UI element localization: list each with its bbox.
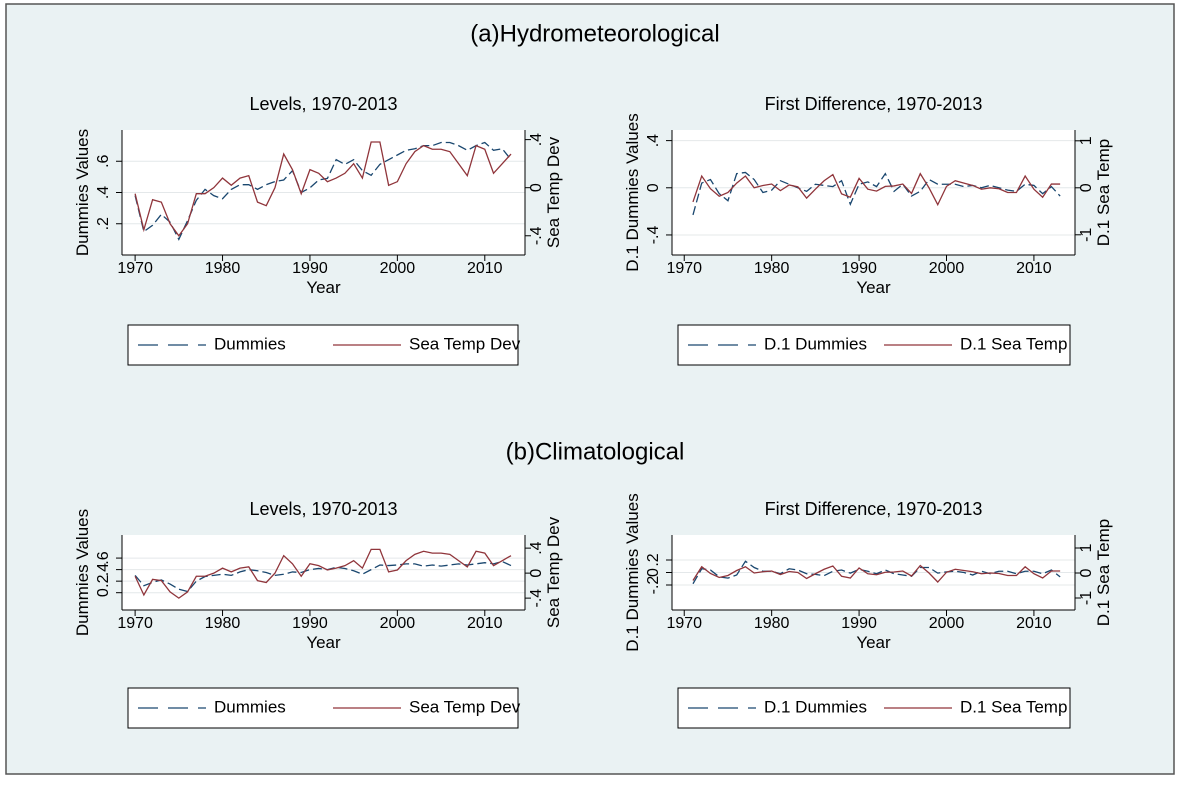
x-tick-label: 2000 bbox=[380, 615, 416, 632]
legend-label: D.1 Dummies bbox=[764, 334, 867, 353]
y2-tick-label: 0 bbox=[1078, 183, 1095, 192]
y-tick-label: .4 bbox=[645, 134, 662, 147]
y-tick-label: .2 bbox=[95, 574, 112, 587]
legend-box bbox=[677, 324, 1071, 366]
plot-title: First Difference, 1970-2013 bbox=[765, 499, 983, 519]
x-tick-label: 2000 bbox=[380, 260, 416, 277]
y2-tick-label: -1 bbox=[1078, 591, 1095, 605]
y2-axis-label: Sea Temp Dev bbox=[544, 136, 563, 248]
figure-background bbox=[5, 3, 1175, 775]
x-tick-label: 1990 bbox=[292, 260, 328, 277]
section-title: (b)Climatological bbox=[506, 438, 685, 465]
legend-label: D.1 Sea Temp bbox=[960, 334, 1067, 353]
y-tick-label: 0 bbox=[645, 568, 662, 577]
series-line bbox=[134, 141, 512, 241]
x-tick-label: 1980 bbox=[754, 260, 790, 277]
y-tick-label: .6 bbox=[95, 551, 112, 564]
y-tick-label: 0 bbox=[95, 588, 112, 597]
x-tick-label: 1990 bbox=[841, 260, 877, 277]
x-tick-label: 2010 bbox=[1016, 615, 1052, 632]
x-tick-label: 2000 bbox=[929, 260, 965, 277]
x-tick-label: 1990 bbox=[841, 615, 877, 632]
y-tick-label: 0 bbox=[645, 183, 662, 192]
y-axis-label: Dummies Values bbox=[73, 509, 92, 636]
legend-label: D.1 Sea Temp bbox=[960, 697, 1067, 716]
series-line bbox=[692, 564, 1061, 583]
y-tick-label: .4 bbox=[95, 186, 112, 199]
legend-label: Sea Temp Dev bbox=[409, 334, 521, 353]
x-tick-label: 1970 bbox=[117, 260, 153, 277]
y-tick-label: .6 bbox=[95, 154, 112, 167]
y2-tick-label: .4 bbox=[528, 133, 545, 146]
y-axis-label: Dummies Values bbox=[73, 129, 92, 256]
legend-label: D.1 Dummies bbox=[764, 697, 867, 716]
legend-label: Dummies bbox=[214, 334, 286, 353]
x-tick-label: 1980 bbox=[205, 260, 241, 277]
y2-tick-label: 1 bbox=[1078, 543, 1095, 552]
legend-label: Sea Temp Dev bbox=[409, 697, 521, 716]
section-title: (a)Hydrometeorological bbox=[470, 20, 719, 47]
x-tick-label: 2000 bbox=[929, 615, 965, 632]
series-line bbox=[692, 560, 1061, 585]
y-tick-label: .2 bbox=[95, 217, 112, 230]
plot-title: Levels, 1970-2013 bbox=[249, 499, 397, 519]
y-tick-label: .4 bbox=[95, 563, 112, 576]
x-tick-label: 2010 bbox=[467, 260, 503, 277]
plot-area bbox=[122, 535, 525, 610]
y2-tick-label: -.4 bbox=[528, 589, 545, 608]
x-tick-label: 1970 bbox=[666, 615, 702, 632]
x-tick-label: 2010 bbox=[1016, 260, 1052, 277]
x-tick-label: 1970 bbox=[666, 260, 702, 277]
y2-tick-label: 1 bbox=[1078, 136, 1095, 145]
y-axis-label: D.1 Dummies Values bbox=[623, 113, 642, 271]
legend-label: Dummies bbox=[214, 697, 286, 716]
plot-title: First Difference, 1970-2013 bbox=[765, 94, 983, 114]
series-line bbox=[134, 548, 512, 599]
legend-box bbox=[127, 687, 519, 729]
x-tick-label: 1970 bbox=[117, 615, 153, 632]
x-axis-label: Year bbox=[856, 278, 891, 297]
series-line bbox=[692, 172, 1061, 207]
plot-title: Levels, 1970-2013 bbox=[249, 94, 397, 114]
series-line bbox=[134, 141, 512, 237]
y2-tick-label: -.4 bbox=[528, 226, 545, 245]
y2-tick-label: -1 bbox=[1078, 228, 1095, 242]
y-tick-label: .2 bbox=[645, 553, 662, 566]
x-axis-label: Year bbox=[306, 278, 341, 297]
y-tick-label: -.4 bbox=[645, 226, 662, 245]
y-axis-label: D.1 Dummies Values bbox=[623, 493, 642, 651]
x-axis-label: Year bbox=[306, 633, 341, 652]
x-tick-label: 1980 bbox=[205, 615, 241, 632]
x-tick-label: 1990 bbox=[292, 615, 328, 632]
y2-tick-label: .4 bbox=[528, 541, 545, 554]
y-tick-label: -.2 bbox=[645, 576, 662, 595]
x-tick-label: 2010 bbox=[467, 615, 503, 632]
y2-tick-label: 0 bbox=[528, 183, 545, 192]
legend-box bbox=[677, 687, 1071, 729]
y2-tick-label: 0 bbox=[1078, 568, 1095, 577]
y2-tick-label: 0 bbox=[528, 569, 545, 578]
x-tick-label: 1980 bbox=[754, 615, 790, 632]
legend-box bbox=[127, 324, 519, 366]
x-axis-label: Year bbox=[856, 633, 891, 652]
y2-axis-label: Sea Temp Dev bbox=[544, 516, 563, 628]
series-line bbox=[692, 171, 1061, 216]
y2-axis-label: D.1 Sea Temp bbox=[1094, 139, 1113, 246]
y2-axis-label: D.1 Sea Temp bbox=[1094, 519, 1113, 626]
